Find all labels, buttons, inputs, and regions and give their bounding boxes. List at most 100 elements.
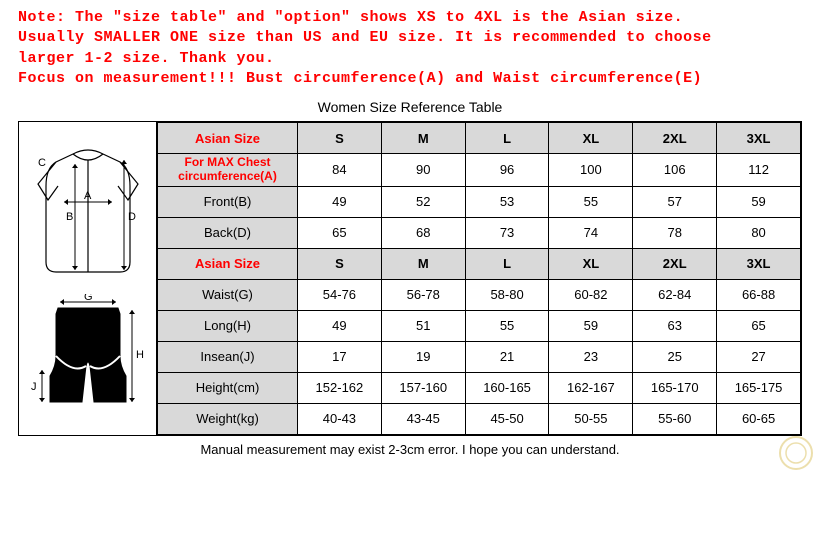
- svg-text:B: B: [66, 211, 73, 223]
- size-value-cell: 63: [633, 310, 717, 341]
- size-value-cell: 162-167: [549, 372, 633, 403]
- size-value-cell: 57: [633, 186, 717, 217]
- size-value-cell: 60-65: [717, 403, 801, 434]
- size-header-cell: M: [381, 248, 465, 279]
- sizing-note: Note: The "size table" and "option" show…: [18, 8, 802, 89]
- size-value-cell: 68: [381, 217, 465, 248]
- size-header-cell: S: [298, 123, 382, 154]
- table-row: Weight(kg)40-4343-4545-5050-5555-6060-65: [158, 403, 801, 434]
- size-value-cell: 78: [633, 217, 717, 248]
- size-value-cell: 21: [465, 341, 549, 372]
- size-value-cell: 45-50: [465, 403, 549, 434]
- size-value-cell: 58-80: [465, 279, 549, 310]
- size-value-cell: 55-60: [633, 403, 717, 434]
- size-value-cell: 54-76: [298, 279, 382, 310]
- size-header-cell: S: [298, 248, 382, 279]
- size-value-cell: 51: [381, 310, 465, 341]
- row-label: Height(cm): [158, 372, 298, 403]
- size-value-cell: 59: [549, 310, 633, 341]
- svg-text:J: J: [31, 381, 37, 393]
- size-value-cell: 19: [381, 341, 465, 372]
- size-header-cell: 2XL: [633, 248, 717, 279]
- garment-diagram-column: A B C D: [19, 122, 157, 435]
- size-value-cell: 55: [465, 310, 549, 341]
- note-line-3: larger 1-2 size. Thank you.: [18, 49, 802, 69]
- size-value-cell: 90: [381, 154, 465, 187]
- size-value-cell: 27: [717, 341, 801, 372]
- size-value-cell: 80: [717, 217, 801, 248]
- table-row: Asian SizeSMLXL2XL3XL: [158, 248, 801, 279]
- row-label: Front(B): [158, 186, 298, 217]
- size-value-cell: 40-43: [298, 403, 382, 434]
- size-header-cell: 3XL: [717, 248, 801, 279]
- row-label: Weight(kg): [158, 403, 298, 434]
- row-label: For MAX Chestcircumference(A): [158, 154, 298, 187]
- table-row: Long(H)495155596365: [158, 310, 801, 341]
- jersey-diagram-icon: A B C D: [28, 142, 148, 282]
- table-title: Women Size Reference Table: [18, 99, 802, 115]
- size-value-cell: 84: [298, 154, 382, 187]
- shorts-diagram-icon: G H J: [28, 294, 148, 414]
- size-header-cell: M: [381, 123, 465, 154]
- size-value-cell: 106: [633, 154, 717, 187]
- size-value-cell: 17: [298, 341, 382, 372]
- size-value-cell: 43-45: [381, 403, 465, 434]
- size-header-cell: L: [465, 248, 549, 279]
- size-table-wrap: Asian SizeSMLXL2XL3XLFor MAX Chestcircum…: [157, 122, 801, 435]
- table-row: Waist(G)54-7656-7858-8060-8262-8466-88: [158, 279, 801, 310]
- size-value-cell: 100: [549, 154, 633, 187]
- size-value-cell: 25: [633, 341, 717, 372]
- row-label: Asian Size: [158, 248, 298, 279]
- table-row: Front(B)495253555759: [158, 186, 801, 217]
- svg-text:H: H: [136, 349, 144, 361]
- row-label: Long(H): [158, 310, 298, 341]
- size-value-cell: 65: [298, 217, 382, 248]
- row-label: Insean(J): [158, 341, 298, 372]
- size-value-cell: 60-82: [549, 279, 633, 310]
- footnote: Manual measurement may exist 2-3cm error…: [18, 442, 802, 457]
- note-line-4: Focus on measurement!!! Bust circumferen…: [18, 69, 802, 89]
- size-value-cell: 59: [717, 186, 801, 217]
- size-value-cell: 165-170: [633, 372, 717, 403]
- row-label: Waist(G): [158, 279, 298, 310]
- size-chart: A B C D: [18, 121, 802, 436]
- size-header-cell: L: [465, 123, 549, 154]
- size-value-cell: 49: [298, 310, 382, 341]
- size-header-cell: XL: [549, 248, 633, 279]
- size-value-cell: 55: [549, 186, 633, 217]
- size-value-cell: 74: [549, 217, 633, 248]
- table-row: Asian SizeSMLXL2XL3XL: [158, 123, 801, 154]
- size-header-cell: XL: [549, 123, 633, 154]
- size-value-cell: 50-55: [549, 403, 633, 434]
- row-label: Back(D): [158, 217, 298, 248]
- table-row: Height(cm)152-162157-160160-165162-16716…: [158, 372, 801, 403]
- table-row: For MAX Chestcircumference(A)84909610010…: [158, 154, 801, 187]
- size-header-cell: 2XL: [633, 123, 717, 154]
- size-value-cell: 160-165: [465, 372, 549, 403]
- size-table: Asian SizeSMLXL2XL3XLFor MAX Chestcircum…: [157, 122, 801, 435]
- size-value-cell: 53: [465, 186, 549, 217]
- size-value-cell: 112: [717, 154, 801, 187]
- table-row: Insean(J)171921232527: [158, 341, 801, 372]
- svg-text:D: D: [128, 211, 136, 223]
- watermark-icon: [778, 435, 814, 471]
- svg-text:A: A: [84, 190, 92, 202]
- size-value-cell: 52: [381, 186, 465, 217]
- size-value-cell: 157-160: [381, 372, 465, 403]
- svg-text:C: C: [38, 157, 46, 169]
- size-value-cell: 65: [717, 310, 801, 341]
- svg-text:G: G: [84, 294, 93, 303]
- row-label: Asian Size: [158, 123, 298, 154]
- size-value-cell: 96: [465, 154, 549, 187]
- note-line-2: Usually SMALLER ONE size than US and EU …: [18, 28, 802, 48]
- size-value-cell: 23: [549, 341, 633, 372]
- size-value-cell: 152-162: [298, 372, 382, 403]
- size-header-cell: 3XL: [717, 123, 801, 154]
- size-value-cell: 165-175: [717, 372, 801, 403]
- size-value-cell: 62-84: [633, 279, 717, 310]
- size-value-cell: 49: [298, 186, 382, 217]
- size-value-cell: 66-88: [717, 279, 801, 310]
- table-row: Back(D)656873747880: [158, 217, 801, 248]
- note-line-1: Note: The "size table" and "option" show…: [18, 8, 802, 28]
- size-value-cell: 56-78: [381, 279, 465, 310]
